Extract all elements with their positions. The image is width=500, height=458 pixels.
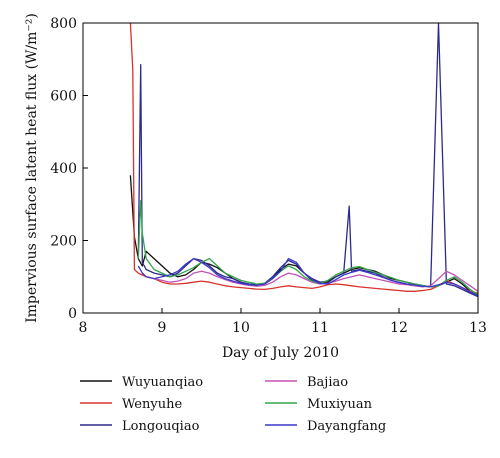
x-tick-label: 10 [232,320,250,336]
x-tick-label: 9 [158,320,167,336]
x-tick-label: 11 [311,320,329,336]
y-tick-label: 0 [68,306,77,322]
legend-label-longouqiao: Longouqiao [122,419,200,434]
series-layer [129,22,479,298]
series-line-bajiao [141,270,479,292]
y-axis-label: Impervious surface latent heat flux (W/m… [24,13,40,323]
x-axis-label: Day of July 2010 [222,345,339,361]
legend: Wuyuanqiao Wenyuhe Longouqiao Bajiao Muxiyua… [80,375,386,434]
y-tick-label: 800 [50,16,77,32]
y-tick-label: 600 [50,89,77,105]
legend-label-dayangfang: Dayangfang [307,419,386,434]
legend-label-bajiao: Bajiao [307,375,348,390]
axis-layer: 8 9 10 11 12 13 0 200 400 600 800 [50,16,487,336]
series-line-wenyuhe [129,22,479,294]
series-line-dayangfang [137,257,479,297]
legend-label-wuyuanqiao: Wuyuanqiao [122,375,203,390]
y-tick-label: 400 [50,161,77,177]
series-line-longouqiao [137,22,479,298]
series-line-muxiyuan [137,199,479,296]
legend-label-wenyuhe: Wenyuhe [122,397,182,412]
x-tick-label: 8 [79,320,88,336]
legend-label-muxiyuan: Muxiyuan [307,397,373,412]
x-tick-label: 13 [469,320,487,336]
y-tick-label: 200 [50,234,77,250]
x-tick-label: 12 [390,320,408,336]
